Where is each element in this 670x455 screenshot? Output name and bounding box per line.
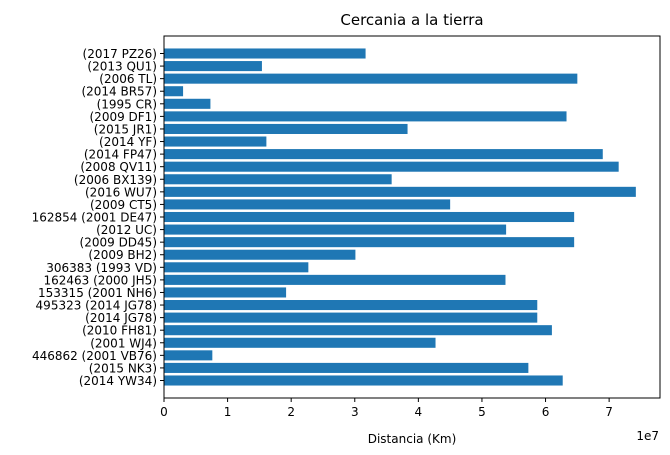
category-label: (2014 JG78) <box>85 311 157 325</box>
bar <box>164 362 529 373</box>
bar <box>164 48 366 59</box>
x-tick-label: 0 <box>160 405 168 419</box>
bar <box>164 249 356 260</box>
category-label: (2010 FH81) <box>82 324 157 338</box>
category-label: 153315 (2001 NH6) <box>38 286 157 300</box>
bar <box>164 149 603 160</box>
x-axis-label: Distancia (Km) <box>368 432 457 446</box>
category-label: (2015 JR1) <box>94 122 157 136</box>
category-label: (1995 CR) <box>97 97 157 111</box>
bar <box>164 161 619 172</box>
category-label: (2013 QU1) <box>87 60 157 74</box>
bar <box>164 312 538 323</box>
bar <box>164 186 636 197</box>
bar <box>164 123 408 134</box>
category-label: (2009 CT5) <box>90 198 157 212</box>
x-tick-label: 7 <box>605 405 613 419</box>
x-tick-label: 6 <box>542 405 550 419</box>
category-label: (2014 YW34) <box>79 374 157 388</box>
category-label: (2016 WU7) <box>85 185 157 199</box>
bar <box>164 325 552 336</box>
category-label: (2017 PZ26) <box>83 47 157 61</box>
category-label: (2014 BR57) <box>81 85 157 99</box>
category-label: (2009 DD45) <box>80 236 157 250</box>
category-label: 495323 (2014 JG78) <box>36 299 157 313</box>
x-tick-label: 1 <box>224 405 232 419</box>
bar <box>164 337 436 348</box>
bar <box>164 274 506 285</box>
category-label: 306383 (1993 VD) <box>46 261 157 275</box>
category-label: (2001 WJ4) <box>90 336 157 350</box>
bars-group <box>164 48 636 386</box>
bar <box>164 262 309 273</box>
bar <box>164 136 267 147</box>
category-label: (2008 QV11) <box>80 160 157 174</box>
plot-frame <box>163 35 661 399</box>
bar <box>164 237 575 248</box>
bar <box>164 111 567 122</box>
chart-title: Cercania a la tierra <box>340 11 483 29</box>
x-axis-offset-label: 1e7 <box>636 429 659 443</box>
x-tick-label: 4 <box>415 405 423 419</box>
bar <box>164 199 451 210</box>
category-label: (2015 NK3) <box>89 361 157 375</box>
bar <box>164 375 563 386</box>
bar <box>164 300 538 311</box>
x-tick-label: 5 <box>478 405 486 419</box>
category-label: (2009 BH2) <box>88 248 157 262</box>
category-label: (2009 DF1) <box>90 110 158 124</box>
bar <box>164 287 287 298</box>
category-label: 162463 (2000 JH5) <box>43 273 157 287</box>
category-label: (2014 YF) <box>99 135 157 149</box>
bar <box>164 350 213 361</box>
x-ticks-group: 0 1 2 3 4 5 6 7 <box>160 398 613 419</box>
x-tick-label: 2 <box>287 405 295 419</box>
bar <box>164 86 184 97</box>
x-tick-label: 3 <box>351 405 359 419</box>
category-label: (2012 UC) <box>96 223 157 237</box>
bar <box>164 174 392 185</box>
bar <box>164 73 578 84</box>
category-label: (2006 BX139) <box>74 173 157 187</box>
category-label: 162854 (2001 DE47) <box>32 211 157 225</box>
bar <box>164 224 507 235</box>
bar <box>164 61 262 72</box>
category-label: (2006 TL) <box>99 72 157 86</box>
bar <box>164 98 211 109</box>
category-label: (2014 FP47) <box>84 148 157 162</box>
bar <box>164 211 575 223</box>
category-labels-group: (2014 YW34)(2015 NK3)446862 (2001 VB76)(… <box>32 47 164 388</box>
category-label: 446862 (2001 VB76) <box>32 349 157 363</box>
